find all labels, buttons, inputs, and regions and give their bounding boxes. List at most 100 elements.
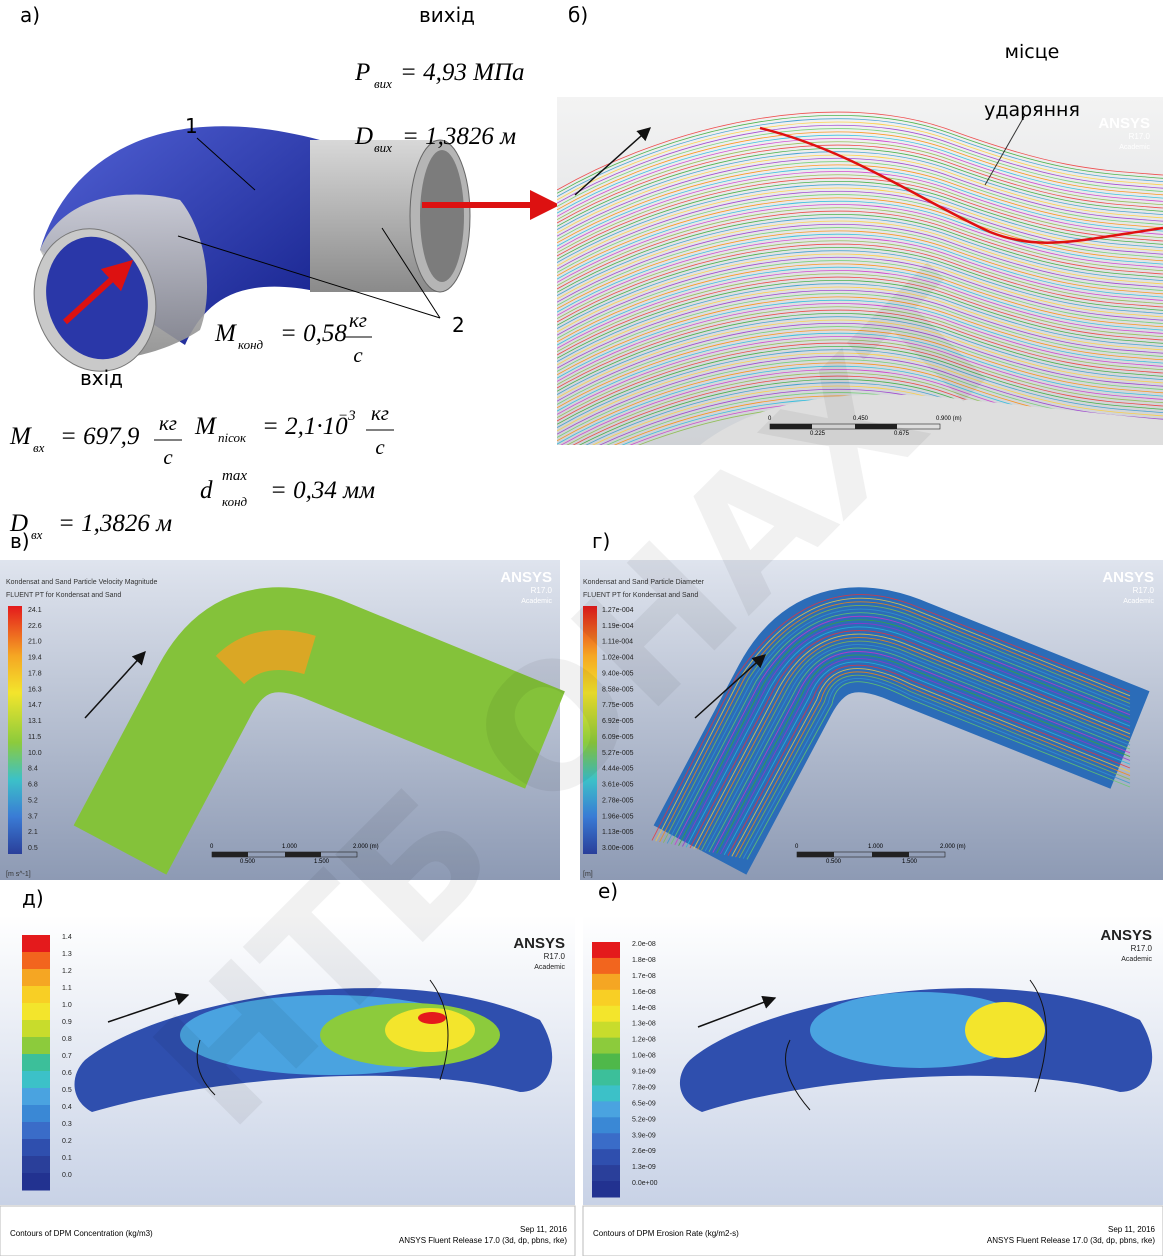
colorbar-label: 0.0: [62, 1172, 72, 1179]
denominator: с: [163, 445, 173, 469]
colorbar-step: [22, 1054, 50, 1072]
colorbar-label: 0.2: [62, 1138, 72, 1145]
rhs: = 0,58: [280, 320, 347, 347]
colorbar-label: 6.8: [28, 782, 38, 789]
colorbar-label: 2.1: [28, 829, 38, 836]
colorbar-step: [22, 1088, 50, 1106]
scale-label: 2.000 (m): [940, 844, 966, 850]
colorbar-step: [592, 1149, 620, 1165]
colorbar-step: [22, 952, 50, 970]
footer-text: Sep 11, 2016: [1108, 1225, 1156, 1234]
scale-label: 1.000: [868, 844, 884, 850]
formula: Mпісок= 2,1·10−3кгс: [194, 401, 394, 459]
scale-bar: [872, 852, 909, 857]
formula: dконд= 0,34 ммmax: [200, 468, 375, 509]
colorbar-label: 0.5: [28, 845, 38, 852]
colorbar-label: 6.5e-09: [632, 1100, 656, 1107]
colorbar-step: [22, 1139, 50, 1157]
logo: ANSYS: [1102, 569, 1154, 586]
colorbar-label: 5.2e-09: [632, 1116, 656, 1123]
inlet-label: вхід: [80, 366, 123, 390]
logo: Academic: [1121, 956, 1152, 963]
footer-text: Contours of DPM Concentration (kg/m3): [10, 1229, 153, 1238]
colorbar-step: [22, 986, 50, 1004]
colorbar-label: 2.0e-08: [632, 941, 656, 948]
colorbar-label: 0.6: [62, 1070, 72, 1077]
rhs: = 697,9: [60, 423, 140, 450]
formula: Mконд= 0,58кгс: [214, 308, 372, 367]
colorbar-label: 0.4: [62, 1104, 72, 1111]
colorbar-label: 0.1: [62, 1155, 72, 1162]
colorbar-label: 9.1e-09: [632, 1069, 656, 1076]
annotation: ударяння: [984, 99, 1080, 121]
logo: ANSYS: [1100, 927, 1152, 944]
colorbar-step: [592, 1022, 620, 1038]
high-velocity-zone: [230, 650, 310, 670]
logo: R17.0: [1129, 132, 1151, 141]
colorbar-label: 2.6e-09: [632, 1148, 656, 1155]
logo: R17.0: [1131, 944, 1153, 953]
colorbar: [22, 935, 50, 1191]
panel-label: е): [598, 879, 618, 903]
denominator: с: [375, 435, 385, 459]
logo: Academic: [534, 964, 565, 971]
colorbar-step: [22, 969, 50, 987]
logo: R17.0: [1133, 586, 1155, 595]
colorbar-step: [592, 942, 620, 958]
colorbar: [8, 606, 22, 854]
formula: Mвх= 697,9кгс: [9, 411, 182, 469]
numerator: кг: [371, 401, 389, 425]
colorbar-label: 3.00e-006: [602, 845, 634, 852]
colorbar-label: 1.3e-09: [632, 1164, 656, 1171]
subscript: пісок: [218, 430, 247, 445]
colorbar-label: 1.2e-08: [632, 1037, 656, 1044]
colorbar-label: 22.6: [28, 623, 42, 630]
colorbar-label: 5.2: [28, 797, 38, 804]
colorbar-label: 17.8: [28, 670, 42, 677]
colorbar-step: [592, 1181, 620, 1197]
colorbar-label: 1.8e-08: [632, 957, 656, 964]
colorbar-label: 3.7: [28, 813, 38, 820]
figure: а)б)в)г)д)е)вихідвхід12Pвих= 4,93 МПаDви…: [0, 0, 1163, 1256]
colorbar-step: [592, 1101, 620, 1117]
colorbar-label: 0.8: [62, 1036, 72, 1043]
formula: Dвх= 1,3826 м: [9, 510, 172, 542]
logo: Academic: [1119, 144, 1150, 151]
colorbar-step: [22, 1122, 50, 1140]
rhs: = 4,93 МПа: [400, 59, 525, 86]
colorbar-label: 0.0e+00: [632, 1180, 658, 1187]
symbol: D: [9, 510, 28, 537]
colorbar-step: [22, 1003, 50, 1021]
outlet-hole: [420, 150, 464, 282]
colorbar-step: [22, 1156, 50, 1174]
symbol: D: [354, 123, 373, 150]
scale-label: 1.500: [902, 859, 918, 865]
colorbar-step: [592, 1006, 620, 1022]
colorbar-label: 1.6e-08: [632, 989, 656, 996]
colorbar-label: 1.7e-08: [632, 973, 656, 980]
formula: Pвих= 4,93 МПа: [354, 59, 525, 91]
symbol: P: [354, 59, 370, 86]
footer-text: ANSYS Fluent Release 17.0 (3d, dp, pbns,…: [399, 1236, 567, 1245]
outlet-label: вихід: [419, 3, 475, 27]
colorbar-label: 3.9e-09: [632, 1132, 656, 1139]
plot-title: Kondensat and Sand Particle Velocity Mag…: [6, 579, 157, 586]
rhs: = 2,1·10: [262, 413, 348, 440]
footer-text: ANSYS Fluent Release 17.0 (3d, dp, pbns,…: [987, 1236, 1155, 1245]
colorbar-label: 1.3: [62, 951, 72, 958]
colorbar-label: 0.9: [62, 1019, 72, 1026]
colorbar-label: 1.13e-005: [602, 829, 634, 836]
logo: R17.0: [544, 952, 566, 961]
colorbar-label: 14.7: [28, 702, 42, 709]
denominator: с: [353, 343, 363, 367]
colorbar-label: 0.5: [62, 1087, 72, 1094]
colorbar-label: 10.0: [28, 750, 42, 757]
footer-text: Sep 11, 2016: [520, 1225, 568, 1234]
colorbar-label: 1.3e-08: [632, 1021, 656, 1028]
colorbar-label: 19.4: [28, 655, 42, 662]
annotation: місце: [1005, 41, 1060, 63]
colorbar-label: 11.5: [28, 734, 41, 741]
colorbar-step: [22, 1037, 50, 1055]
numerator: кг: [159, 411, 177, 435]
subscript: конд: [222, 494, 248, 509]
